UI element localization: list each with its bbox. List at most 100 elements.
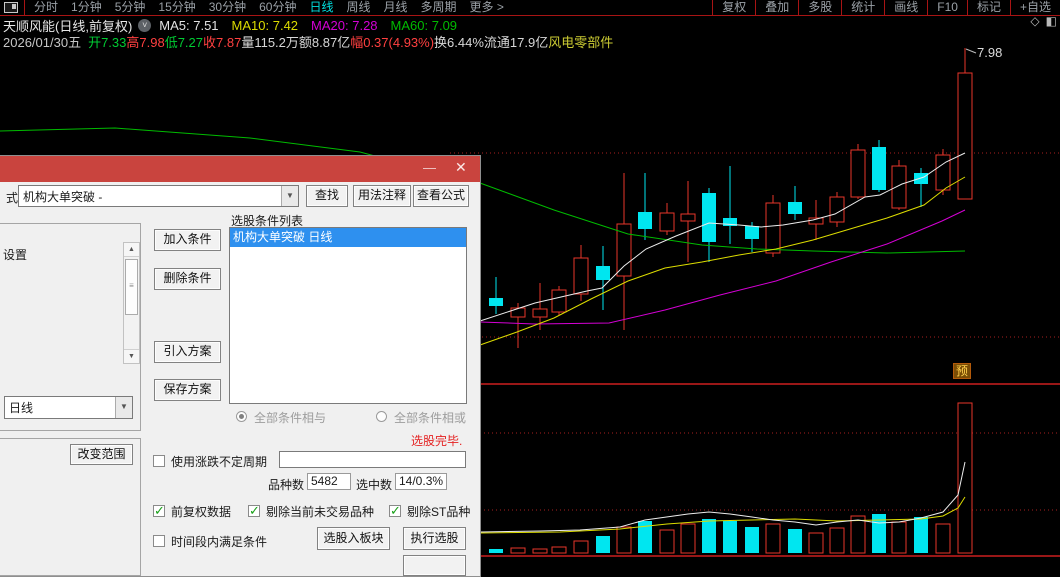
candle-body [829,196,845,223]
pick-into-block-button[interactable]: 选股入板块 [317,527,390,550]
menu-item-+自选[interactable]: +自选 [1009,0,1060,15]
partial-bottom-button[interactable] [403,555,466,576]
split-square-icon[interactable]: ◧ [1045,14,1057,28]
radio-all-or-label: 全部条件相或 [394,411,467,425]
dialog-title-bar[interactable]: — ✕ [0,156,480,182]
chevron-down-icon[interactable]: ▼ [281,186,298,206]
chevron-down-icon[interactable]: ▼ [115,397,132,418]
quote-field: 换6.44% [434,35,484,50]
checkbox-variable-period[interactable] [153,455,165,467]
ma-value: MA20: 7.28 [311,18,378,33]
selected-count-value: 14/0.3% [395,473,447,490]
stock-count-value: 5482 [307,473,351,490]
scroll-down-icon[interactable]: ▼ [124,349,139,363]
volume-ma-white [479,461,966,533]
menu-item-复权[interactable]: 复权 [712,0,755,15]
candle-body [850,149,866,198]
dropdown-circle-icon[interactable]: ˅ [138,19,152,32]
view-formula-button[interactable]: 查看公式 [413,185,469,207]
menu-item-30分钟[interactable]: 30分钟 [208,0,247,14]
period-combobox[interactable]: 日线 ▼ [4,396,133,419]
checkbox-exclude-suspended[interactable] [248,503,260,519]
radio-all-and-label: 全部条件相与 [254,411,327,425]
volume-bar [788,529,802,553]
menu-item-叠加[interactable]: 叠加 [755,0,798,15]
menu-item-分时[interactable]: 分时 [34,0,59,14]
menu-item-月线[interactable]: 月线 [383,0,408,14]
menu-item-15分钟[interactable]: 15分钟 [158,0,196,14]
formula-combobox-value: 机构大单突破 - [23,190,103,204]
stock-count-label: 品种数 [268,478,305,492]
candle-body [596,266,610,280]
candle-body [914,173,928,184]
save-plan-button[interactable]: 保存方案 [154,379,221,401]
menu-item-多周期[interactable]: 多周期 [420,0,457,14]
ma-values: MA5: 7.51 MA10: 7.42 MA20: 7.28 MA60: 7.09 [159,18,470,33]
quote-values: 开7.33高7.98低7.27收7.87量115.2万额8.87亿幅0.37(4… [88,32,613,51]
quote-field: 幅0.37(4.93%) [350,35,435,50]
variable-period-input[interactable] [279,451,466,468]
radio-all-and[interactable] [236,411,247,422]
ma-value: MA60: 7.09 [390,18,458,33]
ma20-line [479,209,966,325]
checkbox-forward-adjusted[interactable] [153,503,165,519]
volume-bar [935,523,951,554]
menu-item-1分钟[interactable]: 1分钟 [71,0,102,14]
condition-list-item-selected[interactable]: 机构大单突破 日线 [230,228,466,247]
menu-item-标记[interactable]: 标记 [966,0,1010,15]
close-icon[interactable]: ✕ [455,159,467,175]
menu-item-60分钟[interactable]: 60分钟 [259,0,297,14]
volume-bar [808,532,824,554]
candle-body [616,223,632,277]
menu-item-更多 ˃[interactable]: 更多 ˃ [469,0,504,14]
import-plan-button[interactable]: 引入方案 [154,341,221,363]
volume-bar [872,514,886,553]
quote-field: 收7.87 [203,35,242,50]
checkbox-exclude-st-label: 剔除ST品种 [407,505,471,519]
checkbox-time-range[interactable] [153,535,165,547]
volume-bar [957,402,973,554]
candle-body [891,165,907,209]
volume-bar [702,519,716,553]
change-range-button[interactable]: 改变范围 [70,444,133,465]
menu-item-日线[interactable]: 日线 [309,0,334,14]
menu-item-5分钟[interactable]: 5分钟 [114,0,146,14]
candle-body [723,218,737,226]
execute-pick-button[interactable]: 执行选股 [403,527,466,550]
find-button[interactable]: 查找 [306,185,348,207]
minimize-icon[interactable]: — [423,160,436,175]
menu-item-多股[interactable]: 多股 [798,0,841,15]
period-combobox-value: 日线 [9,401,34,415]
add-condition-button[interactable]: 加入条件 [154,229,221,251]
ma-value: MA5: 7.51 [159,18,219,33]
volume-bar [489,549,503,553]
ma10-line [479,176,966,346]
volume-bar [638,521,652,553]
parameter-panel [0,223,141,431]
formula-label: 式 [6,191,19,205]
delete-condition-button[interactable]: 删除条件 [154,268,221,290]
parameter-scrollbar[interactable]: ▲ ≡ ▼ [123,242,140,364]
usage-notes-button[interactable]: 用法注释 [353,185,411,207]
scrollbar-thumb[interactable]: ≡ [125,259,138,315]
volume-bar [914,517,928,553]
candle-body [659,212,675,232]
quote-field: 额8.87亿 [298,35,351,50]
quote-field: 开7.33 [88,35,127,50]
radio-all-or[interactable] [376,411,387,422]
condition-listbox[interactable]: 机构大单突破 日线 [229,227,467,404]
scroll-up-icon[interactable]: ▲ [124,243,139,257]
menu-item-统计[interactable]: 统计 [841,0,884,15]
window-icon[interactable] [4,2,18,13]
menu-bar: 分时 1分钟 5分钟 15分钟 30分钟 60分钟 日线 周线 月线 多周期 更多 ˃ 复权 叠加 多股… [0,0,1060,16]
settings-label: 设置 [3,248,28,262]
menu-item-周线[interactable]: 周线 [346,0,371,14]
stock-picker-dialog: — ✕ 式 机构大单突破 - ▼ 查找 用法注释 查看公式 选股条件列表 机构大… [0,155,481,577]
diamond-icon[interactable]: ◇ [1030,14,1040,28]
menu-item-画线[interactable]: 画线 [884,0,927,15]
checkbox-exclude-st[interactable] [389,503,401,519]
candle-body [638,212,652,229]
volume-bar [659,529,675,554]
menu-item-F10[interactable]: F10 [927,0,967,15]
formula-combobox[interactable]: 机构大单突破 - ▼ [18,185,299,207]
